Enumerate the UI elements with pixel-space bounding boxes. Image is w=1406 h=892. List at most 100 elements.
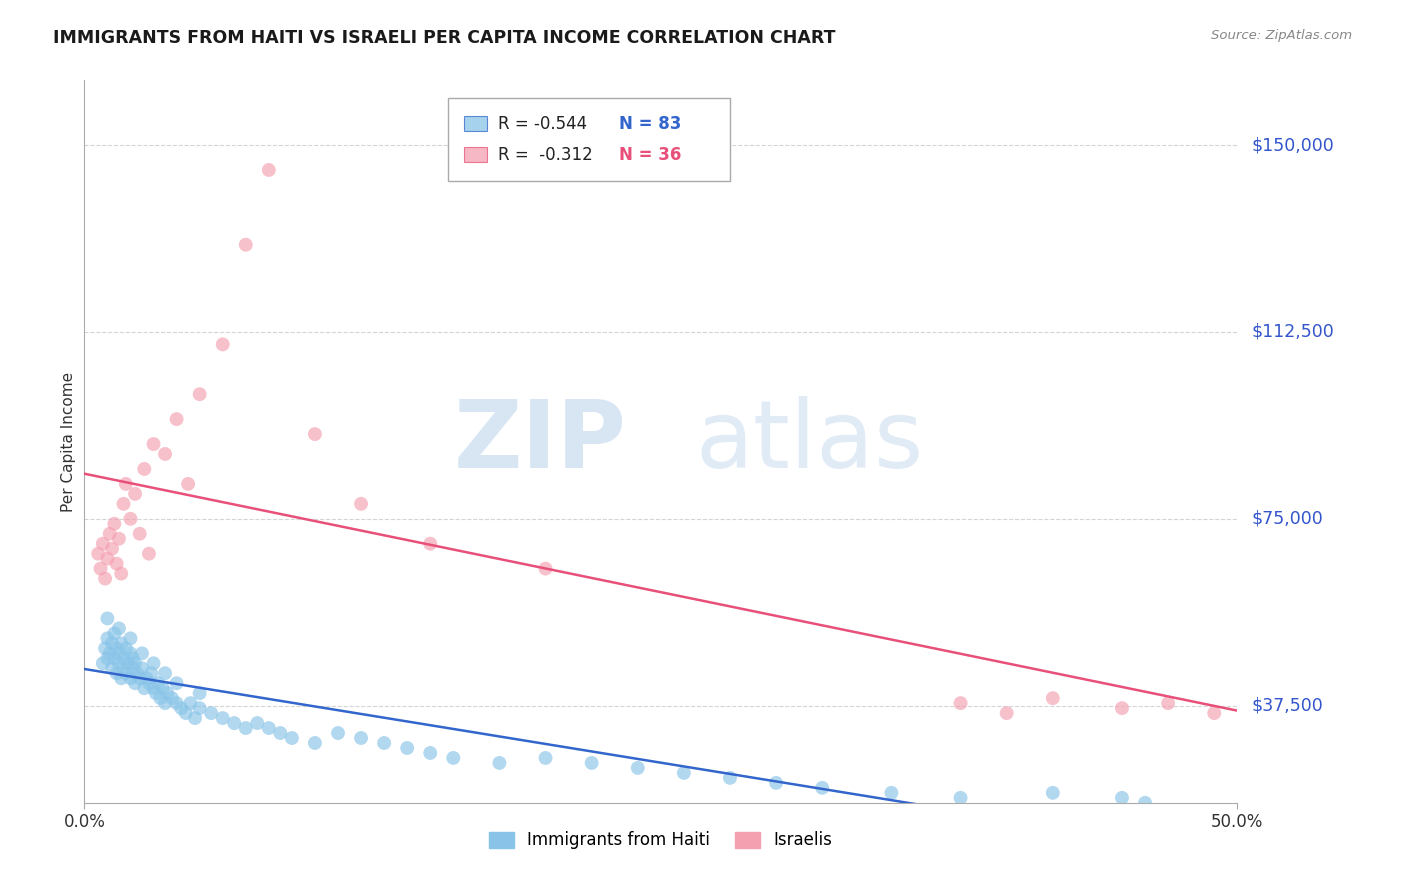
Point [170, 701, 193, 715]
Legend: Immigrants from Haiti, Israelis: Immigrants from Haiti, Israelis [482, 824, 839, 856]
Point [110, 636, 132, 650]
Point [488, 756, 510, 770]
Point [138, 676, 160, 690]
Point [110, 671, 132, 685]
Point [441, 751, 464, 765]
Point [112, 651, 135, 665]
Text: IMMIGRANTS FROM HAITI VS ISRAELI PER CAPITA INCOME CORRELATION CHART: IMMIGRANTS FROM HAITI VS ISRAELI PER CAP… [53, 29, 837, 47]
Point [326, 726, 349, 740]
Point [131, 646, 153, 660]
Point [120, 671, 142, 685]
Point [101, 541, 124, 556]
Point [153, 447, 176, 461]
Point [134, 681, 156, 696]
Point [131, 661, 153, 675]
Point [134, 462, 156, 476]
Point [128, 671, 150, 685]
Point [1204, 706, 1226, 720]
Point [101, 661, 124, 675]
Point [96, 551, 118, 566]
FancyBboxPatch shape [447, 98, 730, 181]
Point [120, 646, 142, 660]
Point [1111, 790, 1133, 805]
Point [138, 547, 160, 561]
Point [211, 337, 233, 351]
Point [396, 741, 419, 756]
Point [235, 721, 257, 735]
Point [246, 716, 269, 731]
Point [188, 387, 211, 401]
Text: ZIP: ZIP [453, 395, 626, 488]
Point [112, 497, 135, 511]
Point [581, 756, 603, 770]
Point [153, 696, 176, 710]
Point [174, 706, 197, 720]
Point [108, 646, 131, 660]
Point [94, 572, 117, 586]
Point [1042, 691, 1064, 706]
Point [235, 237, 257, 252]
Point [281, 731, 304, 745]
Point [149, 691, 172, 706]
Point [124, 487, 146, 501]
Point [1133, 796, 1156, 810]
Point [98, 526, 121, 541]
Point [135, 671, 157, 685]
Point [534, 751, 557, 765]
Y-axis label: Per Capita Income: Per Capita Income [60, 371, 76, 512]
Point [269, 726, 291, 740]
Text: Source: ZipAtlas.com: Source: ZipAtlas.com [1212, 29, 1353, 43]
Point [142, 681, 165, 696]
Point [153, 666, 176, 681]
Point [89, 561, 111, 575]
Text: $150,000: $150,000 [1251, 136, 1334, 154]
Point [108, 532, 131, 546]
Point [96, 632, 118, 646]
Point [257, 163, 280, 178]
Point [184, 711, 207, 725]
Point [350, 731, 373, 745]
Point [91, 657, 114, 671]
Point [96, 611, 118, 625]
Point [995, 706, 1018, 720]
Point [142, 657, 165, 671]
Point [304, 736, 326, 750]
Point [949, 790, 972, 805]
Point [117, 657, 139, 671]
Point [103, 516, 125, 531]
Point [152, 681, 174, 696]
Point [304, 427, 326, 442]
Point [880, 786, 903, 800]
Text: R =  -0.312: R = -0.312 [498, 145, 593, 164]
Point [166, 412, 188, 426]
Point [350, 497, 373, 511]
FancyBboxPatch shape [464, 147, 486, 162]
Point [142, 437, 165, 451]
Point [419, 537, 441, 551]
Point [124, 676, 146, 690]
Text: N = 83: N = 83 [619, 115, 682, 133]
Text: R = -0.544: R = -0.544 [498, 115, 588, 133]
Point [87, 547, 110, 561]
Point [115, 666, 138, 681]
Point [146, 676, 169, 690]
Point [188, 701, 211, 715]
Point [115, 476, 138, 491]
Point [94, 641, 117, 656]
Point [115, 641, 138, 656]
Point [141, 666, 163, 681]
Point [110, 566, 132, 581]
Point [121, 651, 143, 665]
Text: atlas: atlas [696, 395, 924, 488]
Point [188, 686, 211, 700]
Point [145, 686, 167, 700]
Point [179, 696, 201, 710]
Point [108, 621, 131, 635]
Point [1111, 701, 1133, 715]
Point [156, 686, 179, 700]
Point [101, 636, 124, 650]
Point [98, 646, 121, 660]
Text: N = 36: N = 36 [619, 145, 682, 164]
Point [103, 651, 125, 665]
Point [177, 476, 200, 491]
